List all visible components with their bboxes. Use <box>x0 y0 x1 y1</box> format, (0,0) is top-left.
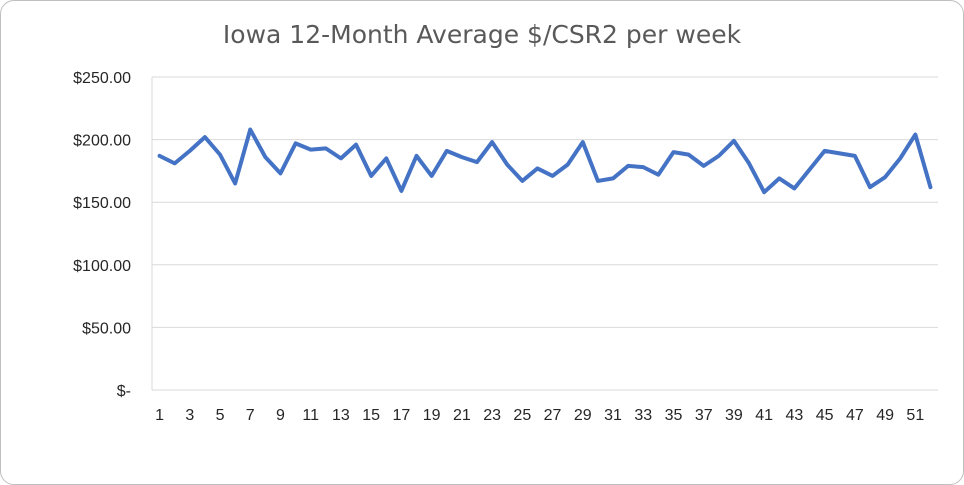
y-tick-label: $50.00 <box>82 320 131 337</box>
y-tick-label: $250.00 <box>73 70 131 87</box>
x-tick-label: 11 <box>302 407 319 424</box>
series-group <box>157 127 933 195</box>
x-tick-label: 21 <box>453 407 471 424</box>
x-axis-tick-labels: 1 3 5 7 9 11 13 15 17 19 21 23 25 27 29 31 33 35 37 39 41 43 4… <box>155 407 924 424</box>
y-tick-label: $150.00 <box>73 195 131 212</box>
y-tick-label: $100.00 <box>73 258 131 275</box>
x-tick-label: 37 <box>695 407 713 424</box>
x-tick-label: 9 <box>276 407 285 424</box>
series-line <box>157 127 933 195</box>
x-tick-label: 45 <box>816 407 834 424</box>
x-tick-label: 15 <box>362 407 380 424</box>
x-tick-label: 51 <box>906 407 924 424</box>
x-tick-label: 47 <box>846 407 864 424</box>
x-tick-label: 25 <box>513 407 531 424</box>
x-tick-label: 41 <box>755 407 773 424</box>
chart-title: Iowa 12-Month Average $/CSR2 per week <box>222 20 742 49</box>
y-tick-label: $200.00 <box>73 133 131 150</box>
y-axis-tick-labels: $- $50.00 $100.00 $150.00 $200.00 $250.00 <box>73 70 131 400</box>
gridlines <box>151 76 938 391</box>
x-tick-label: 39 <box>725 407 743 424</box>
x-tick-label: 23 <box>483 407 501 424</box>
x-tick-label: 3 <box>185 407 194 424</box>
x-tick-label: 33 <box>634 407 652 424</box>
x-tick-label: 31 <box>604 407 622 424</box>
x-tick-label: 1 <box>155 407 164 424</box>
x-tick-label: 29 <box>574 407 592 424</box>
x-tick-label: 5 <box>216 407 225 424</box>
x-tick-label: 19 <box>423 407 441 424</box>
x-tick-label: 35 <box>665 407 683 424</box>
x-tick-label: 43 <box>786 407 804 424</box>
x-tick-label: 7 <box>246 407 255 424</box>
x-tick-label: 27 <box>544 407 562 424</box>
x-tick-label: 49 <box>876 407 894 424</box>
x-tick-label: 17 <box>393 407 411 424</box>
x-tick-label: 13 <box>332 407 350 424</box>
y-tick-label: $- <box>117 383 131 400</box>
